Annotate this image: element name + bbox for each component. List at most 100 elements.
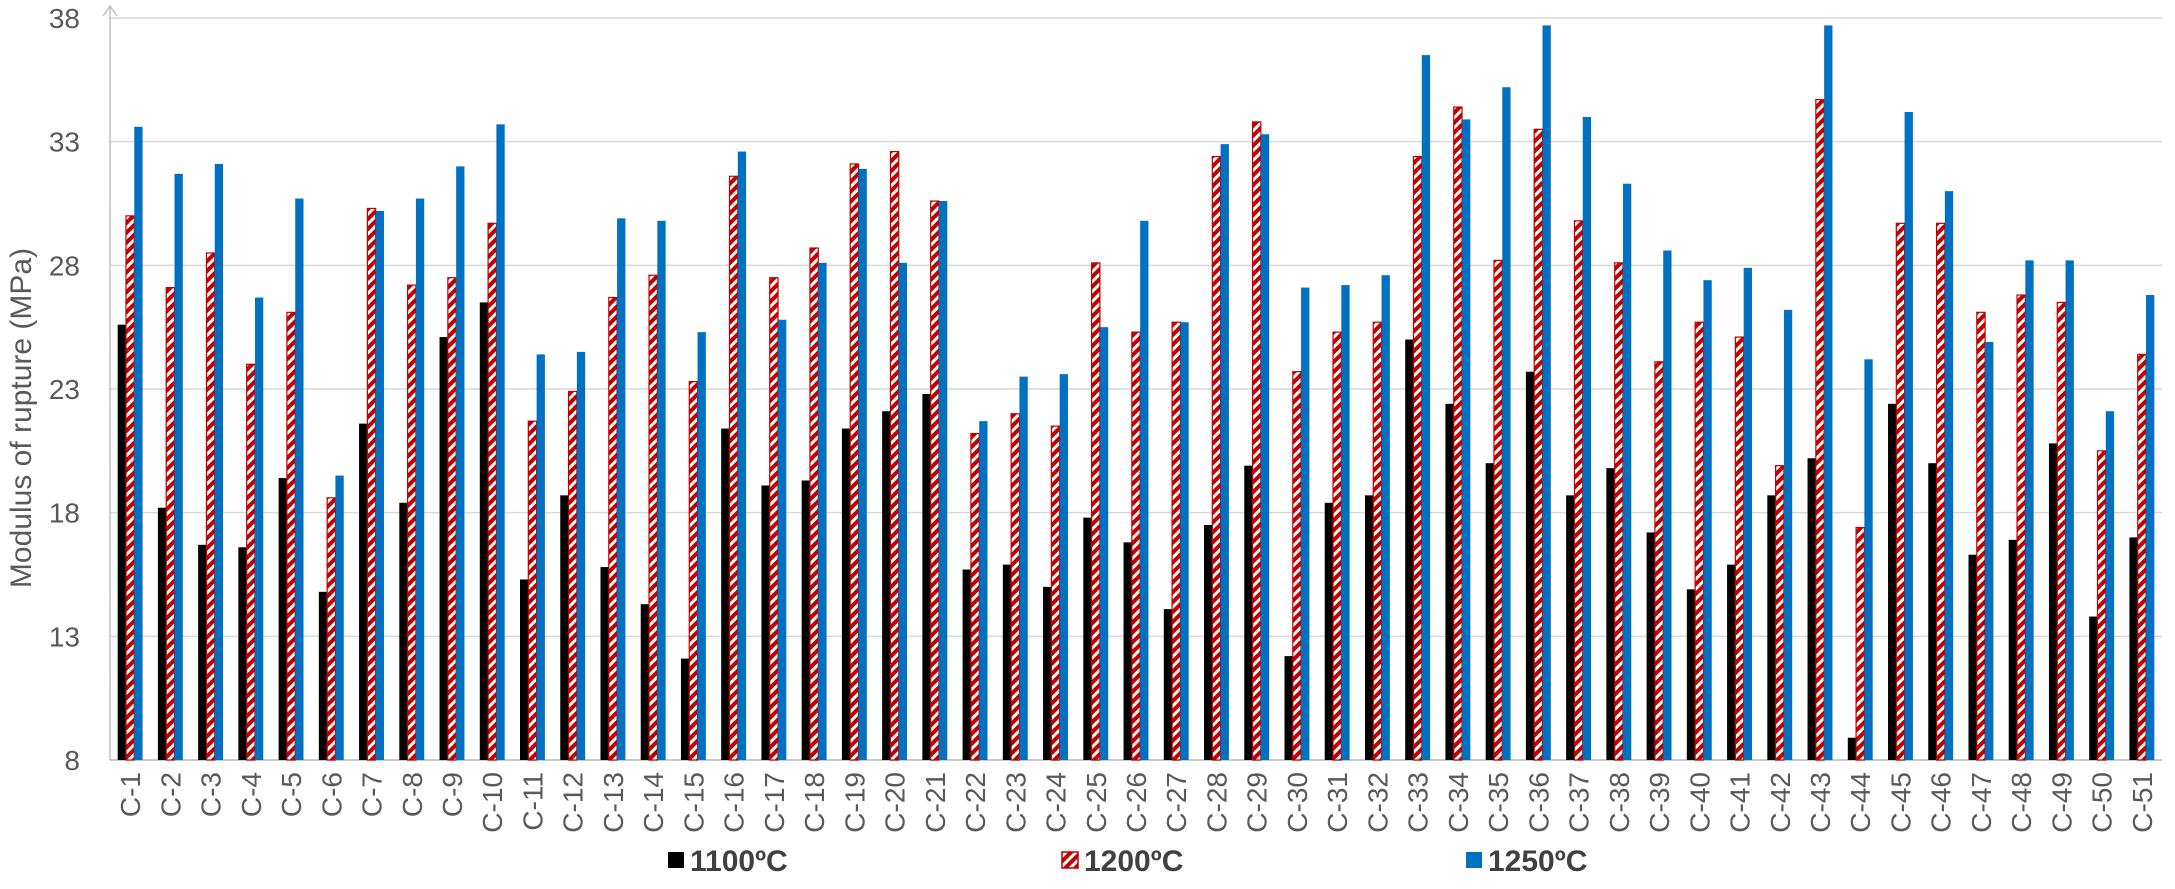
x-tick-label: C-9 bbox=[437, 772, 468, 817]
bar-1100-c-46 bbox=[1928, 463, 1937, 760]
bar-1100-c-8 bbox=[399, 502, 408, 760]
y-tick-label: 8 bbox=[64, 745, 80, 776]
bar-1100-c-28 bbox=[1204, 525, 1213, 760]
bar-1200-c-17 bbox=[769, 277, 779, 761]
bar-1100-c-3 bbox=[198, 544, 207, 760]
bar-1200-c-27 bbox=[1171, 321, 1181, 761]
bar-1100-c-11 bbox=[520, 579, 529, 760]
legend: 1100ºC 1200ºC 1250ºC bbox=[668, 845, 1587, 878]
x-tick-label: C-15 bbox=[678, 772, 709, 833]
x-tick-label: C-38 bbox=[1604, 772, 1635, 833]
bar-1200-c-16 bbox=[728, 175, 739, 761]
bar-1100-c-29 bbox=[1244, 465, 1253, 760]
bar-1100-c-48 bbox=[2008, 539, 2018, 760]
x-tick-label: C-1 bbox=[115, 772, 146, 817]
bar-1100-c-50 bbox=[2089, 616, 2098, 760]
bar-1250-c-24 bbox=[1059, 374, 1068, 760]
x-tick-label: C-3 bbox=[196, 772, 227, 817]
bar-1200-c-3 bbox=[205, 252, 216, 761]
bar-1200-c-37 bbox=[1573, 220, 1584, 761]
bar-1200-c-33 bbox=[1412, 155, 1423, 761]
bar-1250-c-33 bbox=[1421, 55, 1431, 761]
bar-1200-c-42 bbox=[1775, 465, 1785, 761]
bar-1200-c-6 bbox=[326, 497, 337, 761]
bar-1250-c-13 bbox=[617, 218, 626, 761]
bar-1100-c-22 bbox=[962, 569, 971, 760]
bar-1250-c-45 bbox=[1904, 111, 1913, 761]
bar-1200-c-10 bbox=[487, 222, 497, 761]
x-tick-label: C-45 bbox=[1885, 772, 1916, 833]
bar-1100-c-25 bbox=[1083, 517, 1092, 760]
bar-1200-c-25 bbox=[1091, 262, 1101, 761]
bar-1100-c-42 bbox=[1767, 495, 1776, 760]
x-tick-label: C-10 bbox=[477, 772, 508, 833]
x-tick-label: C-22 bbox=[960, 772, 991, 833]
x-tick-label: C-16 bbox=[719, 772, 750, 833]
bar-1200-c-2 bbox=[165, 286, 176, 761]
x-tick-label: C-28 bbox=[1201, 772, 1232, 833]
bar-1250-c-9 bbox=[456, 166, 465, 760]
x-tick-label: C-2 bbox=[155, 772, 186, 817]
bar-1250-c-12 bbox=[576, 351, 586, 760]
x-tick-label: C-40 bbox=[1684, 772, 1715, 833]
legend-label-1250: 1250ºC bbox=[1488, 845, 1587, 878]
x-tick-label: C-46 bbox=[1926, 772, 1957, 833]
bar-1250-c-28 bbox=[1220, 144, 1229, 760]
bar-1200-c-8 bbox=[407, 284, 417, 761]
bar-1200-c-26 bbox=[1131, 331, 1141, 761]
bar-1250-c-5 bbox=[295, 198, 304, 761]
bar-1250-c-17 bbox=[778, 319, 787, 760]
bar-1100-c-1 bbox=[117, 324, 126, 760]
bar-1100-c-12 bbox=[560, 495, 569, 760]
bar-1250-c-51 bbox=[2146, 295, 2155, 760]
bar-1200-c-47 bbox=[1976, 311, 1986, 761]
bar-1200-c-20 bbox=[889, 150, 900, 761]
y-tick-label: 28 bbox=[49, 250, 80, 281]
bar-1250-c-32 bbox=[1381, 275, 1390, 760]
x-tick-label: C-27 bbox=[1161, 772, 1192, 833]
legend-label-1200: 1200ºC bbox=[1084, 845, 1183, 878]
bar-1250-c-29 bbox=[1260, 134, 1270, 760]
x-tick-label: C-26 bbox=[1121, 772, 1152, 833]
bar-1100-c-9 bbox=[439, 337, 448, 760]
x-tick-label: C-34 bbox=[1443, 772, 1474, 833]
bar-1100-c-16 bbox=[721, 428, 730, 760]
bar-1100-c-31 bbox=[1324, 502, 1334, 760]
bar-1250-c-40 bbox=[1703, 280, 1712, 760]
bar-1250-c-19 bbox=[858, 168, 867, 760]
bar-1100-c-35 bbox=[1485, 463, 1494, 760]
bar-1100-c-27 bbox=[1163, 609, 1173, 760]
x-tick-label: C-39 bbox=[1644, 772, 1675, 833]
x-tick-label: C-44 bbox=[1845, 772, 1876, 833]
bar-1100-c-21 bbox=[922, 393, 931, 760]
x-tick-label: C-14 bbox=[638, 772, 669, 833]
bar-1100-c-47 bbox=[1968, 554, 1977, 760]
x-tick-label: C-29 bbox=[1242, 772, 1273, 833]
bar-1250-c-42 bbox=[1783, 309, 1793, 760]
bar-1100-c-38 bbox=[1606, 468, 1615, 760]
bar-1200-c-32 bbox=[1372, 321, 1383, 761]
bar-1200-c-36 bbox=[1533, 128, 1544, 761]
y-axis-arrow bbox=[102, 4, 118, 17]
x-tick-label: C-30 bbox=[1282, 772, 1313, 833]
bar-1250-c-8 bbox=[415, 198, 425, 761]
x-tick-label: C-21 bbox=[920, 772, 951, 833]
bar-1250-c-1 bbox=[134, 126, 143, 760]
x-tick-label: C-4 bbox=[236, 772, 267, 817]
bar-1100-c-39 bbox=[1646, 532, 1655, 760]
bar-1200-c-48 bbox=[2016, 294, 2026, 761]
bar-1100-c-30 bbox=[1284, 656, 1293, 760]
x-tick-label: C-49 bbox=[2046, 772, 2077, 833]
bar-1200-c-19 bbox=[849, 163, 860, 761]
bar-1200-c-7 bbox=[366, 207, 377, 761]
bar-1200-c-38 bbox=[1614, 262, 1624, 761]
x-tick-label: C-51 bbox=[2127, 772, 2158, 833]
bar-1200-c-49 bbox=[2056, 301, 2067, 761]
x-tick-label: C-50 bbox=[2087, 772, 2118, 833]
bar-1200-c-51 bbox=[2137, 353, 2147, 761]
bar-1100-c-5 bbox=[278, 478, 287, 760]
x-tick-label: C-20 bbox=[880, 772, 911, 833]
bar-1250-c-48 bbox=[2025, 260, 2034, 760]
x-tick-label: C-5 bbox=[276, 772, 307, 817]
